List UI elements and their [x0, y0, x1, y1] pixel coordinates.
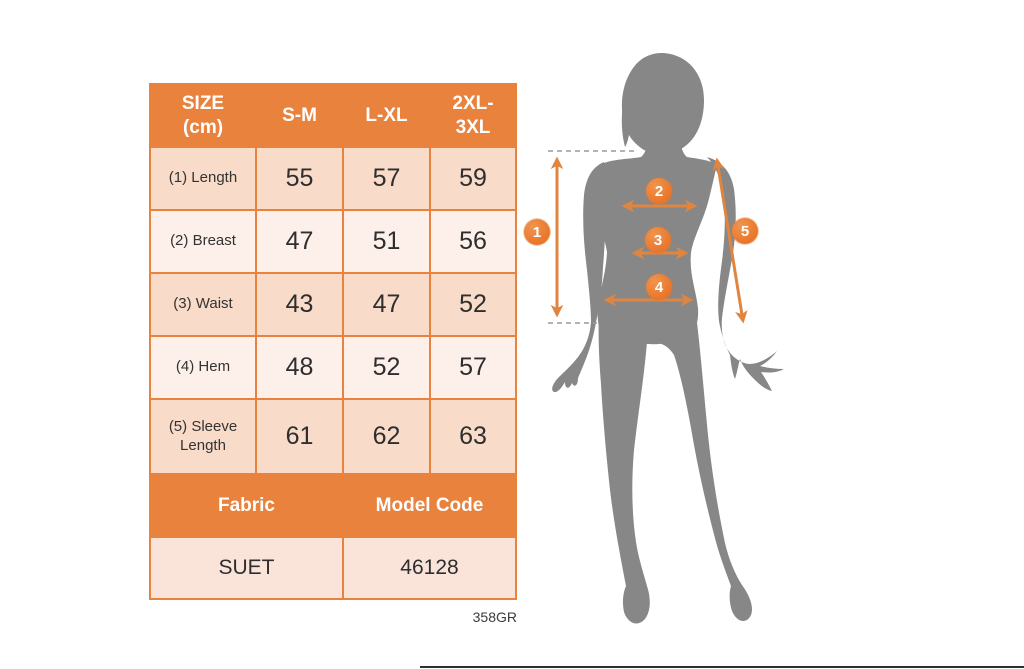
length-l-xl: 57	[344, 148, 429, 209]
header-2xl-3xl-label: 2XL-3XL	[452, 92, 494, 138]
row-hem-label: (4) Hem	[151, 337, 255, 398]
silhouette-shapes	[552, 53, 784, 624]
weight-note: 358GR	[472, 609, 517, 625]
model-code-value: 46128	[344, 538, 515, 598]
breast-s-m: 47	[257, 211, 342, 272]
length-s-m: 55	[257, 148, 342, 209]
waist-s-m: 43	[257, 274, 342, 335]
header-2xl-3xl: 2XL-3XL	[431, 85, 515, 146]
body-silhouette-figure	[548, 53, 784, 624]
row-breast-label: (2) Breast	[151, 211, 255, 272]
header-s-m: S-M	[257, 85, 342, 146]
row-length-label: (1) Length	[151, 148, 255, 209]
sleeve-arrow	[712, 157, 748, 324]
header-l-xl: L-XL	[344, 85, 429, 146]
row-sleeve-length-label: (5) Sleeve Length	[151, 400, 255, 473]
hem-s-m: 48	[257, 337, 342, 398]
silhouette-head	[621, 53, 704, 155]
row-waist-label: (3) Waist	[151, 274, 255, 335]
silhouette-hair-edge	[621, 88, 632, 147]
hem-l-xl: 52	[344, 337, 429, 398]
sleeve-s-m: 61	[257, 400, 342, 473]
marker-1-length: 1	[524, 219, 550, 245]
size-table: SIZE (cm) S-M L-XL 2XL-3XL (1) Length 55…	[149, 83, 517, 600]
breast-l-xl: 51	[344, 211, 429, 272]
silhouette-right-leg	[651, 314, 752, 621]
header-size-cm: SIZE (cm)	[151, 85, 255, 146]
bottom-divider-line	[420, 666, 1024, 668]
fabric-header: Fabric	[151, 475, 342, 536]
header-size-cm-label: SIZE (cm)	[181, 92, 225, 138]
waist-l-xl: 47	[344, 274, 429, 335]
fabric-value: SUET	[151, 538, 342, 598]
marker-3-waist: 3	[645, 227, 671, 253]
sleeve-2xl-3xl: 63	[431, 400, 515, 473]
waist-2xl-3xl: 52	[431, 274, 515, 335]
silhouette-left-arm	[552, 162, 606, 393]
marker-5-sleeve: 5	[732, 218, 758, 244]
sleeve-l-xl: 62	[344, 400, 429, 473]
marker-2-breast: 2	[646, 178, 672, 204]
hem-2xl-3xl: 57	[431, 337, 515, 398]
model-code-header: Model Code	[344, 475, 515, 536]
silhouette-left-leg	[598, 315, 650, 624]
length-2xl-3xl: 59	[431, 148, 515, 209]
marker-4-hem: 4	[646, 274, 672, 300]
breast-2xl-3xl: 56	[431, 211, 515, 272]
silhouette-right-arm	[707, 157, 784, 391]
